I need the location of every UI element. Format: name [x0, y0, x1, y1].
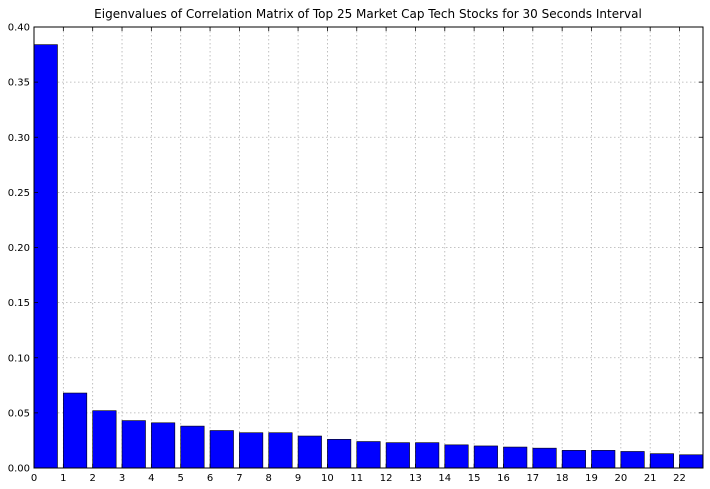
bar: [532, 447, 557, 469]
y-tick-label: 0.35: [8, 78, 30, 89]
x-tick-label: 16: [497, 473, 510, 484]
x-tick-label: 7: [236, 473, 242, 484]
x-tick-label: 9: [295, 473, 301, 484]
bars: [33, 44, 704, 469]
y-tick-label: 0.10: [8, 353, 30, 364]
x-tick-label: 17: [526, 473, 539, 484]
bar: [473, 445, 498, 469]
bar: [268, 432, 293, 469]
y-tick-label: 0.25: [8, 188, 30, 199]
x-tick-label: 22: [673, 473, 686, 484]
x-tick-label: 13: [409, 473, 422, 484]
bar: [444, 444, 469, 469]
y-tick-label: 0.40: [8, 23, 30, 34]
bar: [356, 441, 381, 469]
x-tick-label: 2: [89, 473, 95, 484]
y-tick-label: 0.05: [8, 408, 30, 419]
tick-labels: 0.000.050.100.150.200.250.300.350.400 1 2 3…: [8, 23, 686, 485]
x-tick-label: 0: [31, 473, 37, 484]
axes: [33, 26, 704, 469]
x-tick-label: 21: [644, 473, 657, 484]
bar: [327, 439, 352, 469]
x-tick-label: 15: [468, 473, 481, 484]
y-tick-label: 0.30: [8, 133, 30, 144]
chart-title: Eigenvalues of Correlation Matrix of Top…: [94, 7, 642, 21]
bar: [503, 446, 528, 469]
bar: [92, 410, 117, 469]
bar: [561, 450, 586, 469]
bar: [620, 451, 645, 469]
bar: [649, 453, 674, 469]
x-tick-label: 14: [438, 473, 451, 484]
x-tick-label: 18: [556, 473, 569, 484]
x-tick-label: 6: [207, 473, 213, 484]
bar: [180, 425, 205, 469]
y-tick-label: 0.20: [8, 243, 30, 254]
bar: [239, 432, 264, 469]
x-tick-label: 12: [380, 473, 393, 484]
x-tick-label: 5: [178, 473, 184, 484]
x-tick-label: 1: [60, 473, 66, 484]
bar: [151, 422, 176, 469]
bar: [63, 392, 88, 469]
x-tick-label: 20: [614, 473, 627, 484]
x-tick-label: 3: [119, 473, 125, 484]
x-tick-label: 11: [350, 473, 363, 484]
bar: [297, 435, 322, 469]
x-tick-label: 10: [321, 473, 334, 484]
bar: [121, 420, 146, 469]
bar: [385, 442, 410, 469]
bar: [679, 454, 704, 469]
y-tick-label: 0.15: [8, 298, 30, 309]
bar: [209, 430, 234, 469]
x-tick-label: 19: [585, 473, 598, 484]
plot-frame: [33, 26, 704, 469]
bar: [415, 442, 440, 469]
bar: [591, 450, 616, 469]
y-tick-label: 0.00: [8, 464, 30, 475]
x-tick-label: 4: [148, 473, 154, 484]
grid: [34, 27, 703, 468]
x-tick-label: 8: [266, 473, 272, 484]
bar: [33, 44, 58, 469]
